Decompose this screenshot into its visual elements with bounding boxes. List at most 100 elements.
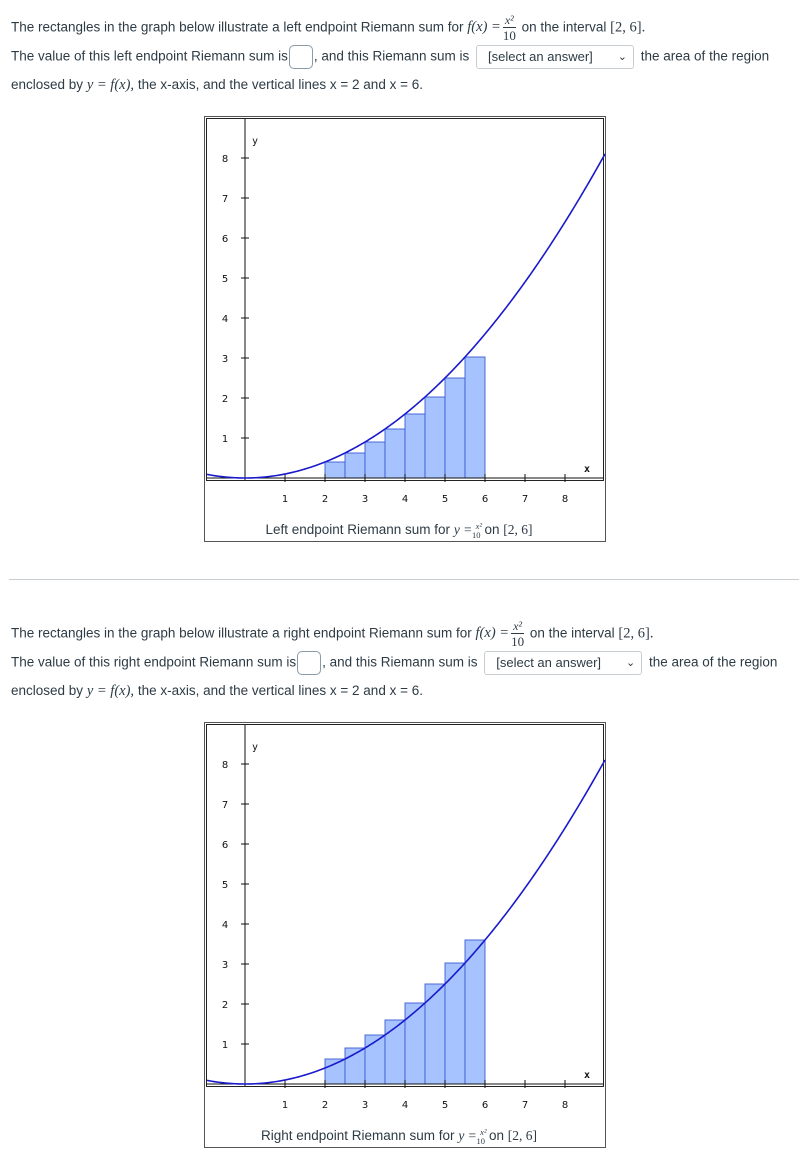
function-curve [206,153,606,479]
text: the x-axis, and the vertical lines x = 2… [137,683,423,698]
y-tick-label: 8 [222,154,228,165]
chevron-down-icon: ⌄ [617,51,627,63]
chevron-down-icon: ⌄ [626,657,636,669]
select-value: [select an answer] [488,49,593,64]
riemann-rectangle-2 [344,452,366,479]
function-lhs: f(x) = [467,19,501,36]
y-tick-label: 4 [222,314,228,325]
y-tick-label: 6 [222,840,228,851]
interval: [2, 6]. [618,625,653,641]
riemann-rectangle-1 [324,461,346,479]
question-right-line-2: The value of this right endpoint Riemann… [11,651,777,675]
function-expression: f(x) = x² 10 [475,620,527,648]
region-function: y = f(x), [86,683,135,699]
riemann-rectangle-5 [404,1002,426,1085]
y-tick-label: 3 [222,354,228,365]
fraction-numerator: x² [511,620,525,634]
right-sum-answer-input[interactable] [297,651,322,675]
caption-on: on [485,522,504,537]
right-comparison-select[interactable]: [select an answer] ⌄ [484,651,643,675]
interval-text: [2, 6]. [610,19,646,36]
text: , and this Riemann sum is [313,48,470,64]
y-tick-label: 3 [222,960,228,971]
graph-caption: Right endpoint Riemann sum for y = x² 10 o… [261,1127,537,1146]
riemann-rectangle-8 [464,356,486,479]
text: The value of this right endpoint Riemann… [11,654,297,670]
x-tick-label: 4 [402,494,408,505]
function-expression: f(x) = x² 10 [467,14,518,42]
question-left-line-2: The value of this left endpoint Riemann … [11,45,769,69]
y-tick-label: 7 [222,800,228,811]
y-tick-label: 5 [222,274,228,285]
riemann-rectangle-3 [364,441,386,479]
fraction-denominator: 10 [511,634,525,649]
function-lhs: f(x) = [475,625,510,642]
left-comparison-select[interactable]: [select an answer] ⌄ [476,45,634,69]
caption-interval: [2, 6] [503,522,532,537]
x-tick-label: 6 [482,1100,488,1111]
question-right-line-3: enclosed by y = f(x), the x-axis, and th… [11,683,423,700]
riemann-rectangle-6 [424,983,446,1085]
x-tick-label: 8 [562,1100,568,1111]
text: enclosed by [11,683,84,698]
x-tick-label: 3 [362,1100,368,1111]
caption-interval: [2, 6] [508,1128,537,1143]
y-tick-label: 7 [222,194,228,205]
text: the area of the region [649,654,778,670]
x-tick-label: 1 [282,1100,288,1111]
x-tick-label: 4 [402,1100,408,1111]
text: on the interval [521,19,607,35]
x-tick-label: 6 [482,494,488,505]
graph-caption: Left endpoint Riemann sum for y = x² 10 on… [265,521,532,540]
y-tick-label: 8 [222,760,228,771]
caption-frac-den: 10 [472,530,481,540]
y-tick-label: 2 [222,394,228,405]
caption-y: y = [456,1128,480,1143]
caption-frac-num: x² [475,521,483,531]
riemann-rectangle-6 [424,396,446,479]
text: enclosed by [11,77,84,92]
caption-frac-num: x² [479,1127,487,1137]
y-tick-label: 5 [222,880,228,891]
question-left-line-3: enclosed by y = f(x), the x-axis, and th… [11,77,423,94]
caption-text: Left endpoint Riemann sum for [265,522,453,537]
left-sum-answer-input[interactable] [288,45,313,69]
question-right-line-1: The rectangles in the graph below illust… [11,620,653,648]
x-axis-label: x [584,464,590,475]
text: the x-axis, and the vertical lines x = 2… [137,77,423,92]
fraction-denominator: 10 [502,28,516,43]
interval-text: [2, 6]. [618,625,654,642]
y-tick-label: 1 [222,1040,228,1051]
caption-y: y = [452,522,476,537]
riemann-rectangle-4 [384,1019,406,1085]
x-tick-label: 2 [322,1100,328,1111]
x-tick-label: 2 [322,494,328,505]
x-tick-label: 5 [442,494,448,505]
y-tick-label: 2 [222,1000,228,1011]
riemann-rectangle-4 [384,428,406,479]
x-axis-label: x [584,1070,590,1081]
x-tick-label: 1 [282,494,288,505]
y-tick-label: 1 [222,434,228,445]
riemann-rectangle-5 [404,413,426,479]
text: , and this Riemann sum is [322,654,478,670]
y-axis-label: y [252,742,258,753]
select-value: [select an answer] [496,655,602,670]
x-tick-label: 8 [562,494,568,505]
right-riemann-graph: 1 2 3 4 5 6 7 8 1 2 3 4 5 6 7 8 y x Right endpoint Riemann… [204,722,606,1148]
riemann-rectangle-1 [324,1058,346,1085]
caption-text: Right endpoint Riemann sum for [261,1128,458,1143]
y-tick-label: 4 [222,920,228,931]
section-divider [9,579,799,580]
riemann-rectangle-8 [464,939,486,1085]
x-tick-label: 5 [442,1100,448,1111]
caption-on: on [489,1128,508,1143]
x-tick-label: 7 [522,494,528,505]
question-left-line-1: The rectangles in the graph below illust… [11,14,645,42]
text: on the interval [529,625,615,641]
left-riemann-graph: 1 2 3 4 5 6 7 8 1 2 3 4 5 6 7 8 y x Left endpoint Riemann … [204,116,606,542]
text: The rectangles in the graph below illust… [11,19,464,35]
caption-frac-den: 10 [477,1136,486,1146]
interval: [2, 6]. [610,19,645,35]
x-tick-label: 7 [522,1100,528,1111]
